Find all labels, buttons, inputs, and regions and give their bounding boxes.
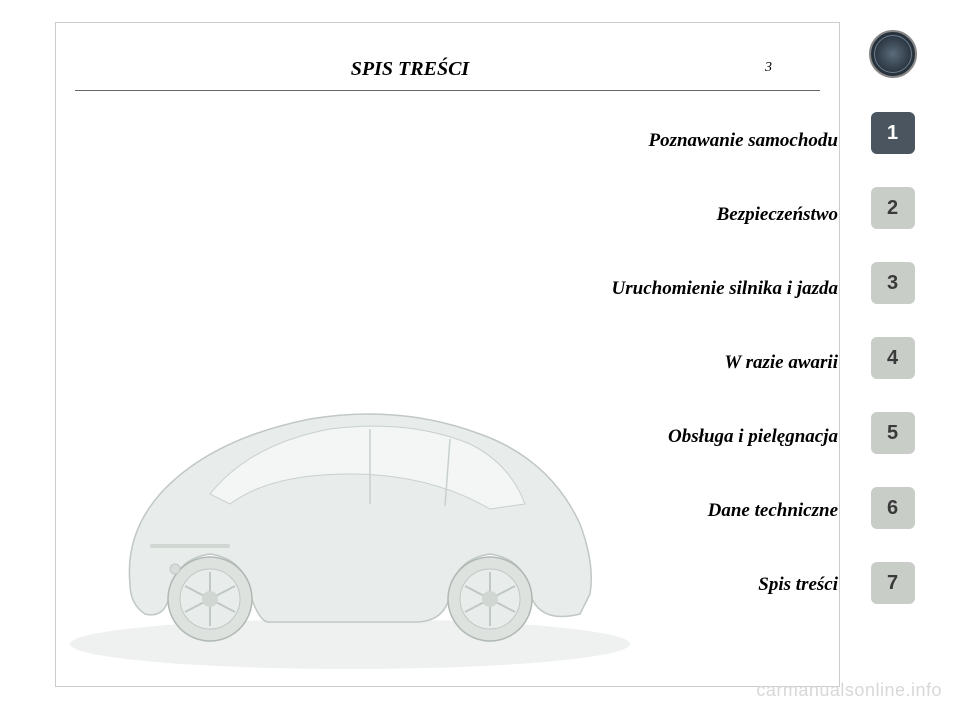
toc-item: Spis treści: [758, 574, 838, 596]
car-wheel-rear-rim: [180, 569, 240, 629]
car-shadow: [70, 619, 630, 669]
header-title: SPIS TREŚCI: [351, 58, 469, 81]
car-wheel-rear-spokes: [185, 572, 235, 626]
chapter-tab-5[interactable]: 5: [871, 412, 915, 454]
chapter-tab-1[interactable]: 1: [871, 112, 915, 154]
toc-item: Poznawanie samochodu: [648, 130, 838, 152]
chapter-tabs: 1 2 3 4 5 6 7: [871, 112, 915, 604]
toc-item: Dane techniczne: [708, 500, 838, 522]
toc-item: Uruchomienie silnika i jazda: [612, 278, 838, 300]
page-number: 3: [765, 60, 772, 76]
lancia-logo-icon: [869, 30, 917, 78]
manual-page: SPIS TREŚCI 3 Poznawanie samochodu Bezpi…: [0, 0, 960, 709]
chapter-tab-3[interactable]: 3: [871, 262, 915, 304]
car-wheel-rear-hub: [202, 591, 218, 607]
chapter-tab-6[interactable]: 6: [871, 487, 915, 529]
toc-item: W razie awarii: [724, 352, 838, 374]
sidebar: 1 2 3 4 5 6 7: [860, 30, 925, 604]
table-of-contents: Poznawanie samochodu Bezpieczeństwo Uruc…: [338, 130, 838, 596]
header-divider: [75, 90, 820, 91]
toc-item: Obsługa i pielęgnacja: [668, 426, 838, 448]
page-header: SPIS TREŚCI 3: [0, 58, 820, 81]
toc-item: Bezpieczeństwo: [717, 204, 838, 226]
car-wheel-rear: [168, 557, 252, 641]
chapter-tab-7[interactable]: 7: [871, 562, 915, 604]
chapter-tab-2[interactable]: 2: [871, 187, 915, 229]
watermark: carmanualsonline.info: [756, 680, 942, 701]
car-badge: [170, 564, 180, 574]
car-taillight: [150, 544, 230, 548]
chapter-tab-4[interactable]: 4: [871, 337, 915, 379]
